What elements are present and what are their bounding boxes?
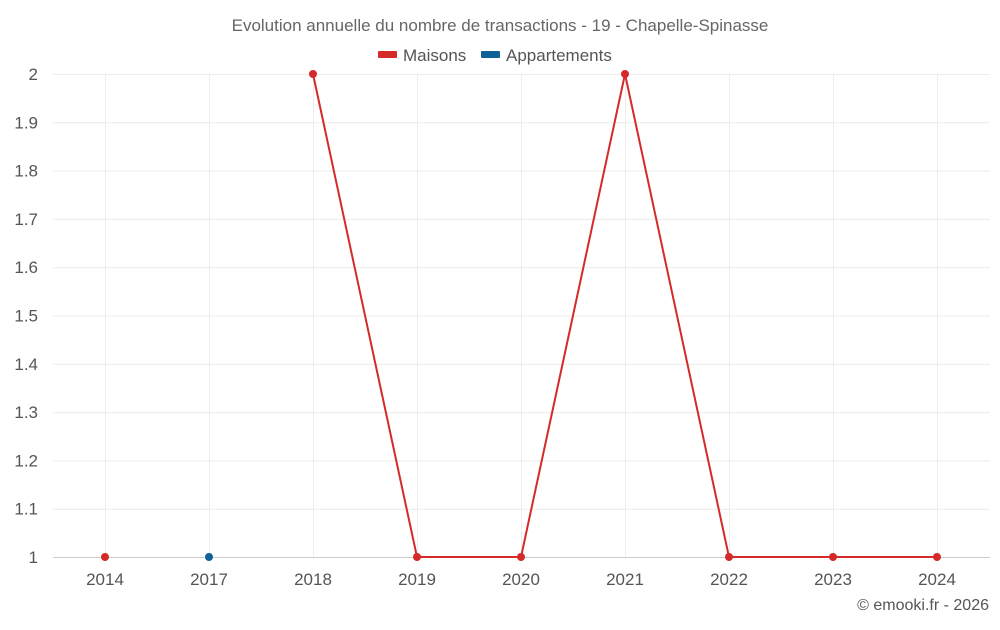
y-tick-label: 1.9: [14, 113, 38, 132]
data-point-maisons: [829, 553, 837, 561]
y-tick-label: 1.1: [14, 500, 38, 519]
data-point-maisons: [621, 70, 629, 78]
x-tick-label: 2018: [294, 570, 332, 589]
y-tick-label: 1.7: [14, 210, 38, 229]
y-tick-label: 1.8: [14, 162, 38, 181]
legend-item-maisons[interactable]: Maisons: [378, 46, 466, 65]
series-points: [101, 70, 941, 561]
y-axis-labels: 1 1.1 1.2 1.3 1.4 1.5 1.6 1.7 1.8 1.9 2: [14, 65, 38, 567]
x-grid: [105, 74, 938, 557]
legend-swatch-appartements: [481, 51, 500, 58]
y-tick-label: 1: [29, 548, 38, 567]
x-tick-label: 2019: [398, 570, 436, 589]
data-point-maisons: [413, 553, 421, 561]
y-tick-label: 1.3: [14, 403, 38, 422]
data-point-maisons: [309, 70, 317, 78]
data-point-maisons: [933, 553, 941, 561]
x-tick-label: 2023: [814, 570, 852, 589]
chart-title: Evolution annuelle du nombre de transact…: [232, 16, 769, 35]
x-tick-label: 2022: [710, 570, 748, 589]
data-point-maisons: [517, 553, 525, 561]
y-tick-label: 1.6: [14, 258, 38, 277]
x-tick-label: 2021: [606, 570, 644, 589]
x-tick-label: 2017: [190, 570, 228, 589]
y-tick-label: 1.2: [14, 451, 38, 470]
legend-swatch-maisons: [378, 51, 397, 58]
x-tick-label: 2020: [502, 570, 540, 589]
data-point-maisons: [101, 553, 109, 561]
x-tick-label: 2014: [86, 570, 124, 589]
credit-text[interactable]: © emooki.fr - 2026: [857, 597, 989, 614]
y-tick-label: 1.5: [14, 307, 38, 326]
legend-label-maisons: Maisons: [403, 46, 466, 65]
y-tick-label: 1.4: [14, 355, 38, 374]
y-tick-label: 2: [29, 65, 38, 84]
x-tick-label: 2024: [918, 570, 956, 589]
data-point-appartements: [205, 553, 213, 561]
x-axis-labels: 2014 2017 2018 2019 2020 2021 2022 2023 2024: [86, 570, 956, 589]
legend-item-appartements[interactable]: Appartements: [481, 46, 612, 65]
legend: Maisons Appartements: [378, 46, 612, 65]
legend-label-appartements: Appartements: [506, 46, 612, 65]
data-point-maisons: [725, 553, 733, 561]
